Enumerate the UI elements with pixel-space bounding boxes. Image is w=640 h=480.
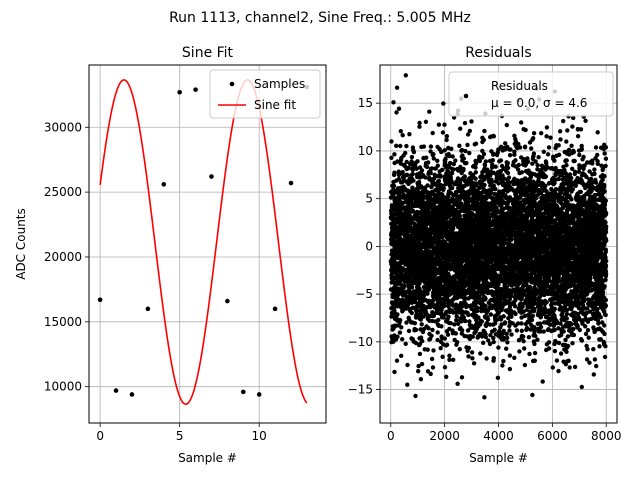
y-tick-label: 5: [365, 192, 373, 206]
legend-label-stats: μ = 0.0, σ = 4.6: [491, 96, 587, 110]
sample-point: [113, 388, 119, 393]
sample-point: [97, 297, 103, 303]
x-tick-label: 0: [387, 429, 395, 443]
figure-suptitle: Run 1113, channel2, Sine Freq.: 5.005 MH…: [169, 10, 471, 26]
sample-point: [193, 87, 198, 92]
legend-box: [448, 71, 614, 117]
y-tick-label: 0: [365, 239, 373, 253]
sample-point: [161, 182, 167, 187]
x-tick-label: 0: [96, 429, 104, 443]
x-axis-label: Sample #: [469, 451, 528, 465]
residual-points: [388, 73, 609, 400]
y-tick-label: 20000: [44, 250, 82, 264]
y-tick-label: 25000: [44, 185, 82, 199]
sample-point: [256, 392, 262, 397]
y-tick-label: 10000: [44, 380, 82, 394]
legend-label-sine-fit: Sine fit: [254, 98, 296, 112]
y-tick-label: 15000: [44, 315, 82, 329]
x-axis-label: Sample #: [178, 451, 237, 465]
x-tick-label: 8000: [591, 429, 622, 443]
legend-marker-samples: [229, 81, 235, 87]
x-tick-label: 2000: [429, 429, 460, 443]
sample-point: [240, 389, 246, 395]
sample-point: [177, 89, 182, 95]
legend-label-residuals: Residuals: [491, 79, 548, 93]
legend-label-samples: Samples: [254, 77, 305, 91]
legend-marker-residuals: [463, 93, 469, 99]
legend-box: [209, 69, 321, 119]
sample-point: [129, 392, 135, 397]
sample-point: [272, 306, 278, 312]
sample-point: [209, 174, 214, 179]
x-tick-label: 4000: [483, 429, 514, 443]
y-tick-label: 15: [358, 96, 373, 110]
y-axis-label: ADC Counts: [14, 208, 28, 280]
sample-point: [145, 306, 151, 312]
chart-title: Residuals: [465, 45, 531, 61]
x-tick-label: 5: [176, 429, 184, 443]
sine-fit-line: [99, 79, 308, 405]
y-tick-label: −15: [348, 383, 373, 397]
y-tick-label: −5: [355, 287, 373, 301]
sample-point: [225, 298, 230, 304]
chart-title: Sine Fit: [182, 45, 234, 61]
y-tick-label: 30000: [44, 120, 82, 134]
y-tick-label: −10: [348, 335, 373, 349]
axes-frame: [88, 64, 327, 424]
residuals-chart: 0 2000 4000 6000 8000 −15 −10 −5 0 5 10 15 Residuals…: [348, 45, 622, 465]
sine-fit-chart: 0 5 10 10000 15000 20000 25000 30000 Sine Fit Sam…: [14, 45, 327, 465]
y-tick-label: 10: [358, 144, 373, 158]
x-tick-label: 6000: [537, 429, 568, 443]
x-tick-label: 10: [252, 429, 267, 443]
sample-point: [288, 180, 294, 186]
